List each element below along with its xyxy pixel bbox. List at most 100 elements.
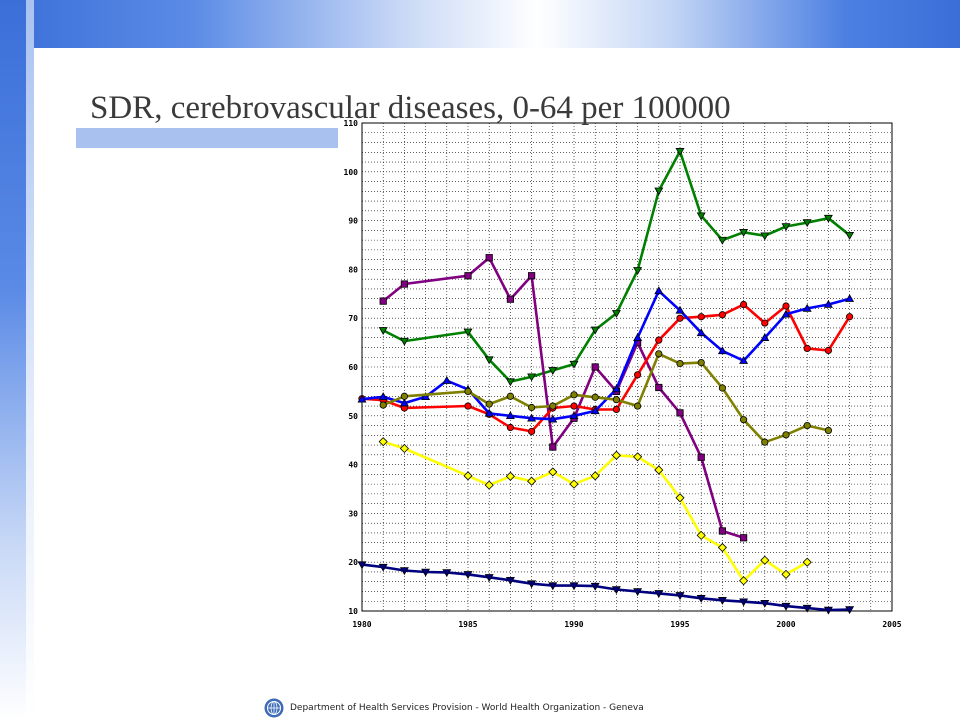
data-point-marker bbox=[655, 336, 663, 344]
data-point-marker bbox=[505, 577, 515, 585]
data-point-marker bbox=[527, 413, 537, 422]
data-point-marker bbox=[611, 310, 621, 318]
data-point-marker bbox=[569, 360, 579, 369]
data-point-marker bbox=[379, 401, 387, 409]
footer-text: Department of Health Services Provision … bbox=[290, 703, 644, 713]
data-point-marker bbox=[378, 327, 388, 336]
data-point-marker bbox=[591, 363, 599, 371]
data-point-marker bbox=[633, 333, 643, 341]
data-point-marker bbox=[782, 302, 790, 310]
grid-lines bbox=[362, 123, 892, 611]
data-point-marker bbox=[845, 313, 854, 321]
data-point-marker bbox=[357, 561, 367, 570]
data-point-marker bbox=[781, 309, 791, 318]
data-point-marker bbox=[612, 396, 621, 404]
data-point-marker bbox=[633, 402, 642, 410]
data-point-marker bbox=[696, 212, 706, 221]
slide-title: SDR, cerebrovascular diseases, 0-64 per … bbox=[90, 90, 731, 126]
data-point-marker bbox=[633, 267, 643, 275]
data-point-marker bbox=[484, 480, 494, 490]
data-point-marker bbox=[845, 231, 855, 240]
data-point-marker bbox=[781, 223, 791, 232]
data-point-marker bbox=[378, 437, 388, 447]
y-tick-label: 80 bbox=[348, 265, 358, 274]
data-point-marker bbox=[739, 598, 749, 607]
data-point-marker bbox=[739, 300, 748, 309]
y-tick-label: 20 bbox=[348, 558, 358, 567]
title-accent-bar bbox=[76, 128, 338, 148]
data-point-marker bbox=[548, 582, 558, 591]
series-2 bbox=[358, 300, 854, 436]
data-point-marker bbox=[717, 346, 727, 355]
data-point-marker bbox=[739, 229, 749, 237]
data-point-marker bbox=[761, 319, 769, 327]
data-point-marker bbox=[569, 479, 579, 489]
series-line bbox=[361, 303, 851, 433]
data-point-marker bbox=[717, 597, 727, 605]
data-point-marker bbox=[421, 392, 431, 401]
data-point-marker bbox=[485, 254, 493, 262]
data-point-marker bbox=[782, 431, 790, 439]
data-point-marker bbox=[569, 582, 579, 591]
data-point-marker bbox=[485, 400, 493, 408]
data-point-marker bbox=[505, 471, 515, 481]
data-point-marker bbox=[590, 471, 600, 481]
data-point-marker bbox=[802, 604, 812, 613]
x-tick-label: 1980 bbox=[352, 620, 371, 629]
data-point-marker bbox=[612, 405, 621, 414]
y-tick-label: 30 bbox=[348, 509, 358, 518]
data-point-marker bbox=[697, 453, 705, 461]
data-point-marker bbox=[823, 299, 833, 308]
data-point-marker bbox=[378, 392, 388, 401]
data-point-marker bbox=[717, 542, 727, 553]
data-point-marker bbox=[463, 471, 473, 481]
data-point-marker bbox=[654, 286, 664, 295]
data-point-marker bbox=[824, 346, 833, 355]
data-point-marker bbox=[802, 303, 812, 312]
data-point-marker bbox=[549, 402, 557, 410]
y-tick-label: 110 bbox=[344, 119, 359, 128]
data-point-marker bbox=[399, 567, 409, 576]
data-point-marker bbox=[611, 450, 621, 460]
x-tick-label: 2005 bbox=[882, 620, 901, 629]
data-point-marker bbox=[464, 272, 472, 280]
data-point-marker bbox=[654, 187, 664, 196]
data-point-marker bbox=[484, 356, 494, 365]
data-point-marker bbox=[442, 376, 452, 384]
series-5 bbox=[378, 437, 812, 586]
y-tick-label: 70 bbox=[348, 314, 358, 323]
data-point-marker bbox=[464, 387, 472, 395]
data-point-marker bbox=[760, 333, 770, 341]
data-point-marker bbox=[378, 563, 388, 572]
data-point-marker bbox=[528, 272, 536, 280]
data-point-marker bbox=[633, 452, 643, 462]
top-decorative-band bbox=[0, 0, 960, 48]
data-point-marker bbox=[802, 219, 812, 228]
x-tick-label: 1990 bbox=[564, 620, 583, 629]
data-point-marker bbox=[590, 326, 600, 335]
data-point-marker bbox=[718, 527, 727, 535]
data-point-marker bbox=[697, 359, 705, 367]
data-point-marker bbox=[527, 373, 537, 382]
data-point-marker bbox=[823, 606, 833, 615]
data-point-marker bbox=[654, 465, 664, 475]
y-tick-label: 60 bbox=[348, 363, 358, 372]
data-point-marker bbox=[845, 606, 855, 615]
series-3 bbox=[357, 286, 855, 423]
data-point-marker bbox=[357, 394, 367, 403]
series-line bbox=[361, 563, 850, 612]
data-point-marker bbox=[696, 328, 706, 337]
series-line bbox=[382, 256, 744, 540]
data-point-marker bbox=[484, 408, 494, 417]
x-tick-label: 1985 bbox=[458, 620, 477, 629]
data-point-marker bbox=[611, 586, 621, 595]
data-point-marker bbox=[463, 328, 473, 337]
data-point-marker bbox=[676, 409, 684, 417]
data-point-marker bbox=[569, 411, 579, 420]
who-emblem-icon bbox=[264, 698, 284, 718]
data-point-marker bbox=[421, 568, 431, 577]
series-0 bbox=[378, 148, 855, 387]
data-point-marker bbox=[570, 402, 578, 410]
series-layer bbox=[357, 148, 855, 615]
